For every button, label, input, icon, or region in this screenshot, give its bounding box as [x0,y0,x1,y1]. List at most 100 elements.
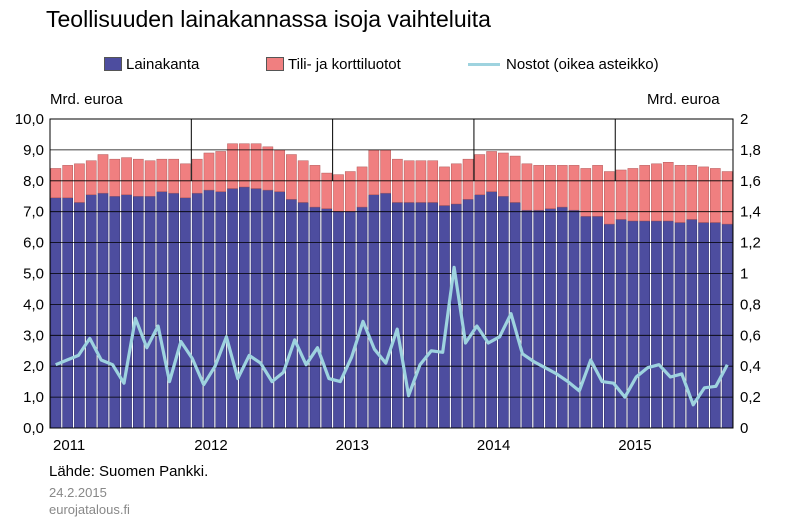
bar-credit [568,165,580,211]
bar-credit [309,165,321,208]
bar-loans [97,192,109,429]
legend-swatch-loans [104,57,122,71]
bar-credit [156,158,168,192]
bar-credit [109,158,121,197]
right-axis-unit: Mrd. euroa [647,91,720,108]
bar-loans [274,191,285,429]
source-note: Lähde: Suomen Pankki. [49,463,209,480]
bar-credit [710,168,721,223]
bar-credit [215,151,227,192]
bar-credit [203,152,215,191]
legend-item-loans: Lainakanta [104,54,199,74]
bar-credit [462,158,474,200]
bar-loans [321,208,333,429]
bar-loans [580,216,592,429]
bar-credit [627,168,639,222]
y-tick-right: 0,4 [740,358,761,375]
bar-loans [286,199,297,429]
bar-loans [297,202,309,429]
bar-loans [262,189,274,429]
bar-credit [450,163,462,205]
y-tick-right: 0,6 [740,327,761,344]
bar-loans [462,199,474,429]
y-tick-left: 1,0 [23,389,44,406]
bar-loans [309,206,321,429]
bar-loans [168,192,179,429]
legend-label-withdrawals: Nostot (oikea asteikko) [506,55,659,73]
bar-credit [604,171,615,225]
legend-line-withdrawals [468,62,500,66]
bar-credit [662,162,674,222]
bar-loans [415,202,427,429]
bar-loans [215,191,227,429]
x-tick-year: 2011 [53,437,85,454]
y-tick-left: 0,0 [23,420,44,437]
bar-loans [380,192,391,429]
bar-credit [639,165,650,222]
y-tick-right: 1,6 [740,173,761,190]
legend-item-credit: Tili- ja korttiluotot [266,54,401,74]
y-tick-right: 0,8 [740,296,761,313]
y-tick-right: 1,2 [740,235,761,252]
site-name: eurojatalous.fi [49,502,130,517]
x-tick-year: 2012 [194,437,227,454]
bar-credit [698,166,709,223]
bar-credit [121,157,132,195]
bar-loans [427,202,439,429]
y-tick-left: 9,0 [23,142,44,159]
y-tick-left: 6,0 [23,235,44,252]
bar-credit [545,165,556,209]
bar-credit [439,166,450,206]
bar-credit [651,163,662,222]
bar-loans [227,188,238,429]
bar-credit [592,165,603,217]
bar-credit [74,163,85,203]
left-axis-unit: Mrd. euroa [50,91,123,108]
bar-loans [156,191,168,429]
bar-credit [380,149,391,194]
y-tick-right: 1,4 [740,204,761,221]
y-tick-right: 2 [740,111,748,128]
bar-credit [415,160,427,203]
publish-date: 24.2.2015 [49,485,107,500]
y-tick-left: 5,0 [23,266,44,283]
bar-credit [509,155,521,203]
bar-loans [474,194,486,429]
chart-title: Teollisuuden lainakannassa isoja vaihtel… [46,6,491,32]
bar-credit [344,171,356,212]
y-tick-right: 1,8 [740,142,761,159]
y-tick-left: 4,0 [23,296,44,313]
bar-credit [97,154,109,194]
bar-credit [333,174,344,212]
bar-credit [674,165,686,223]
bar-loans [191,192,203,429]
y-tick-left: 3,0 [23,327,44,344]
bar-credit [85,160,97,195]
y-tick-left: 8,0 [23,173,44,190]
bar-credit [62,165,73,199]
plot-frame [49,118,734,429]
bar-credit [498,152,509,197]
legend-item-withdrawals: Nostot (oikea asteikko) [468,54,659,74]
bar-credit [533,165,545,211]
bar-credit [262,146,274,191]
bar-loans [62,197,73,429]
bar-credit [50,168,62,199]
x-tick-year: 2013 [336,437,369,454]
y-tick-right: 1 [740,266,748,283]
bar-loans [74,202,85,429]
bar-credit [368,149,380,195]
bar-credit [474,154,486,195]
y-tick-left: 10,0 [15,111,44,128]
bar-credit [144,160,156,197]
bar-credit [238,143,250,188]
bar-credit [486,151,497,192]
bar-loans [250,188,262,429]
bar-loans [356,206,368,429]
x-tick-year: 2015 [618,437,651,454]
bar-credit [580,168,592,217]
y-tick-right: 0,2 [740,389,761,406]
bar-loans [85,194,97,429]
legend-label-credit: Tili- ja korttiluotot [288,55,401,73]
